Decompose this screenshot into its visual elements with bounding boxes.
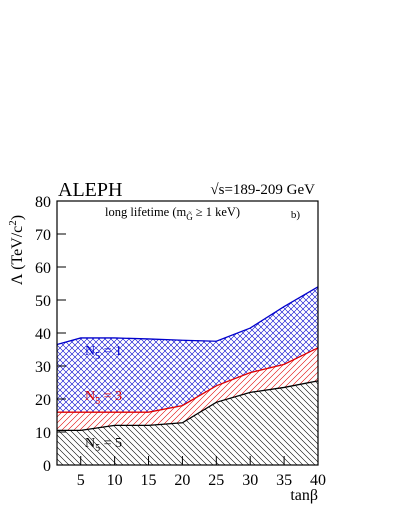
x-tick-label: 5 — [77, 472, 85, 489]
y-tick-label: 50 — [35, 293, 51, 310]
note-text: long lifetime (m — [105, 205, 187, 219]
x-tick-label: 15 — [141, 472, 157, 489]
x-tick-label: 40 — [310, 472, 326, 489]
x-tick-label: 35 — [276, 472, 292, 489]
label-sub: 5 — [95, 396, 100, 407]
label-text: = 3 — [100, 389, 122, 404]
series-label: N5 = 5 — [85, 436, 122, 454]
x-tick-label: 10 — [107, 472, 123, 489]
y-tick-label: 40 — [35, 326, 51, 343]
note-text: ≥ 1 keV) — [196, 205, 240, 219]
series-label: N5 = 1 — [85, 344, 122, 362]
label-text: N — [85, 344, 95, 359]
y-tick-label: 30 — [35, 359, 51, 376]
y-tick-label: 60 — [35, 260, 51, 277]
y-tick-label: 10 — [35, 425, 51, 442]
label-text: N — [85, 389, 95, 404]
x-label: tanβ — [290, 487, 318, 504]
band-fill — [57, 347, 318, 431]
note-sub: G̃ — [186, 212, 193, 222]
band-fill — [57, 380, 318, 465]
band-fill — [57, 286, 318, 413]
panel-label: b) — [291, 209, 301, 221]
y-tick-label: 0 — [43, 458, 51, 475]
label-sub: 5 — [95, 351, 100, 362]
y-label: Λ (TeV/c2) — [7, 215, 26, 285]
energy: √s=189-209 GeV — [210, 182, 315, 198]
y-tick-label: 20 — [35, 392, 51, 409]
series-label: N5 = 3 — [85, 389, 122, 407]
note: long lifetime (mG̃ ≥ 1 keV) — [105, 205, 240, 222]
y-tick-label: 80 — [35, 194, 51, 211]
band-edge — [56, 286, 319, 346]
label-text: = 1 — [100, 344, 122, 359]
y-tick-label: 70 — [35, 227, 51, 244]
x-tick-label: 25 — [208, 472, 224, 489]
label-sub: 5 — [95, 443, 100, 454]
y-label-text: ) — [9, 215, 26, 220]
label-text: N — [85, 436, 95, 451]
y-label-text: Λ (TeV/c — [9, 226, 26, 285]
band-edge — [57, 380, 319, 431]
x-tick-label: 20 — [174, 472, 190, 489]
y-label-sup: 2 — [7, 220, 19, 226]
label-text: = 5 — [100, 436, 122, 451]
band-edge — [57, 347, 319, 413]
x-tick-label: 30 — [242, 472, 258, 489]
experiment: ALEPH — [58, 179, 122, 201]
